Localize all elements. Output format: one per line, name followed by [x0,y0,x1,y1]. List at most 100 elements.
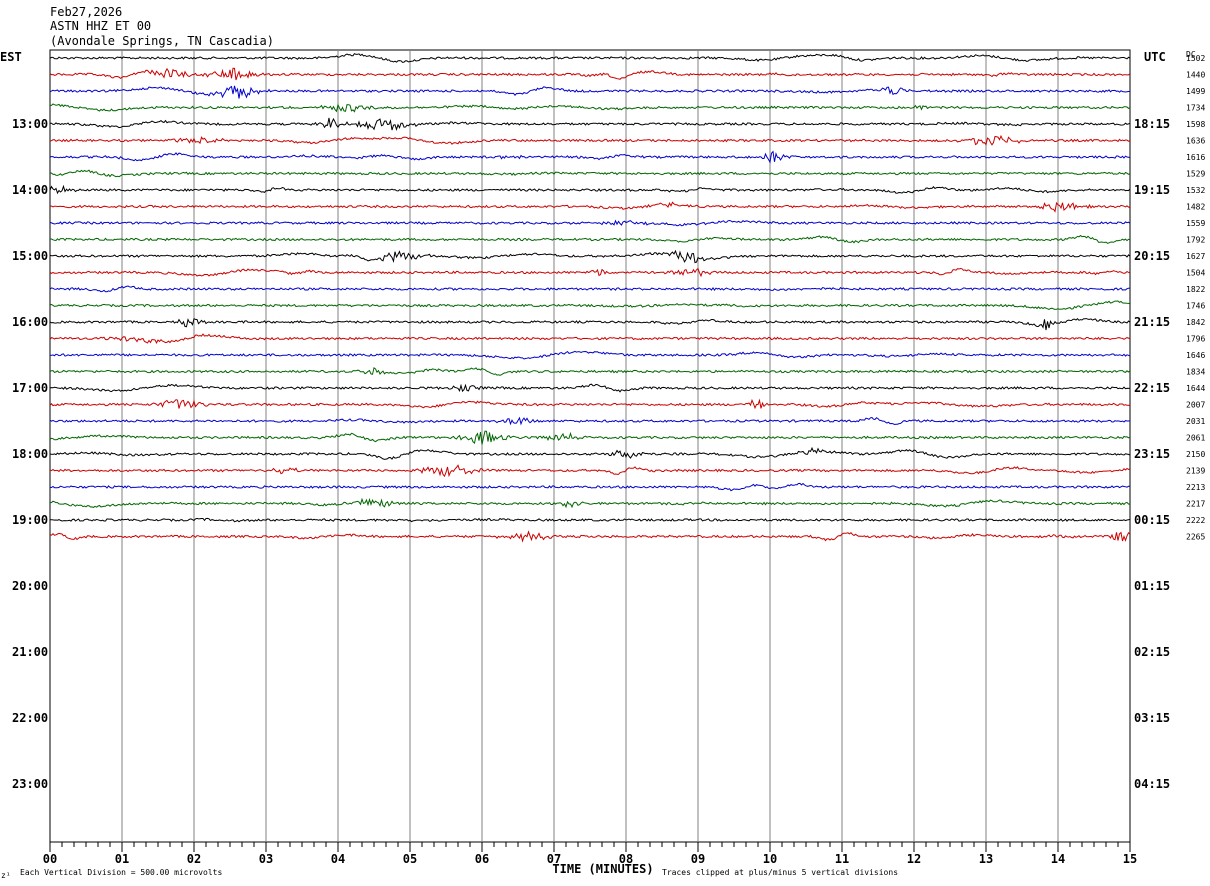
dc-offset-label: 1834 [1186,368,1205,377]
utc-hour-label: 01:15 [1134,579,1170,593]
seismic-trace [49,85,1131,99]
seismic-trace [49,150,1131,164]
seismic-trace [49,350,1131,360]
x-tick-label: 02 [187,852,201,866]
dc-offset-labels: 1502 1440 1499 1734 1598 1636 1616 1529 1532 1482… [1186,54,1205,542]
seismic-trace [49,497,1131,509]
est-hour-label: 21:00 [12,645,48,659]
seismic-trace [49,383,1131,393]
est-hour-label: 23:00 [12,777,48,791]
x-tick-label: 11 [835,852,849,866]
seismic-trace [49,267,1131,278]
est-hour-label: 16:00 [12,315,48,329]
utc-hour-label: 00:15 [1134,513,1170,527]
seismic-trace [50,234,1131,244]
seismic-trace [49,317,1131,331]
seismic-trace [49,517,1131,523]
station-location: (Avondale Springs, TN Cascadia) [50,34,274,48]
seismic-trace [49,52,1131,63]
seismic-trace [49,134,1131,146]
x-tick-label: 07 [547,852,561,866]
utc-hour-label: 21:15 [1134,315,1170,329]
seismic-traces [49,52,1131,543]
x-tick-label: 14 [1051,852,1065,866]
dc-offset-label: 1532 [1186,186,1205,195]
utc-hour-label: 23:15 [1134,447,1170,461]
dc-offset-label: 1842 [1186,318,1205,327]
seismic-trace [49,249,1131,264]
seismic-trace [49,464,1131,478]
est-hour-label: 14:00 [12,183,48,197]
plot-date: Feb27,2026 [50,5,123,19]
dc-offset-label: 1616 [1186,153,1205,162]
seismic-trace [49,416,1131,426]
est-hour-label: 18:00 [12,447,48,461]
est-hour-label: 20:00 [12,579,48,593]
x-tick-label: 13 [979,852,993,866]
dc-offset-label: 1440 [1186,71,1205,80]
dc-offset-label: 1822 [1186,285,1205,294]
utc-hour-label: 19:15 [1134,183,1170,197]
seismic-trace [49,285,1131,293]
seismic-trace [49,398,1131,410]
seismic-trace [49,530,1131,543]
plot-frame [49,49,1131,843]
dc-offset-label: 1646 [1186,351,1205,360]
dc-offset-label: 1792 [1186,236,1205,245]
dc-offset-label: 1504 [1186,269,1205,278]
est-hour-label: 15:00 [12,249,48,263]
dc-offset-label: 2222 [1186,516,1205,525]
seismic-trace [49,446,1131,460]
dc-offset-label: 1746 [1186,302,1205,311]
seismic-trace [49,482,1130,492]
seismic-trace [49,333,1131,344]
dc-offset-label: 1636 [1186,137,1205,146]
x-tick-label: 09 [691,852,705,866]
dc-offset-label: 1529 [1186,170,1205,179]
est-hour-label: 19:00 [12,513,48,527]
seismic-trace [49,67,1131,81]
seismic-trace [49,430,1130,445]
dc-offset-label: 1734 [1186,104,1205,113]
seismic-trace [49,169,1131,178]
minute-gridlines [121,50,1059,842]
dc-offset-label: 1502 [1186,54,1205,63]
dc-offset-label: 1644 [1186,384,1205,393]
seismic-trace [49,117,1131,132]
x-tick-label: 08 [619,852,633,866]
dc-offset-label: 2213 [1186,483,1205,492]
seismic-trace [49,366,1131,376]
dc-offset-label: 1627 [1186,252,1205,261]
seismic-trace [49,201,1131,213]
seismic-trace [49,300,1131,310]
footer-scale-note: Each Vertical Division = 500.00 microvol… [20,868,222,877]
x-tick-label: 06 [475,852,489,866]
x-axis-ticks: 00 01 02 03 04 05 06 07 08 09 10 11 12 13 14 15 [43,842,1137,866]
dc-offset-label: 2217 [1186,500,1205,509]
est-hour-label: 22:00 [12,711,48,725]
utc-hour-label: 03:15 [1134,711,1170,725]
right-timezone-label: UTC [1144,50,1166,64]
x-tick-label: 05 [403,852,417,866]
utc-hour-label: 04:15 [1134,777,1170,791]
x-tick-label: 03 [259,852,273,866]
utc-hour-label: 22:15 [1134,381,1170,395]
dc-offset-label: 2031 [1186,417,1205,426]
dc-offset-label: 1559 [1186,219,1205,228]
dc-offset-label: 2150 [1186,450,1205,459]
dc-offset-label: 1598 [1186,120,1205,129]
corner-mark: z¹ [1,871,11,880]
x-tick-label: 15 [1123,852,1137,866]
left-timezone-label: EST [0,50,22,64]
x-tick-label: 00 [43,852,57,866]
dc-offset-label: 1796 [1186,335,1205,344]
utc-hour-label: 20:15 [1134,249,1170,263]
dc-offset-label: 2061 [1186,434,1205,443]
x-tick-label: 01 [115,852,129,866]
x-tick-label: 10 [763,852,777,866]
utc-hour-label: 02:15 [1134,645,1170,659]
dc-offset-label: 1482 [1186,203,1205,212]
station-id: ASTN HHZ ET 00 [50,19,152,33]
est-hour-label: 17:00 [12,381,48,395]
footer-clip-note: Traces clipped at plus/minus 5 vertical … [662,868,898,877]
